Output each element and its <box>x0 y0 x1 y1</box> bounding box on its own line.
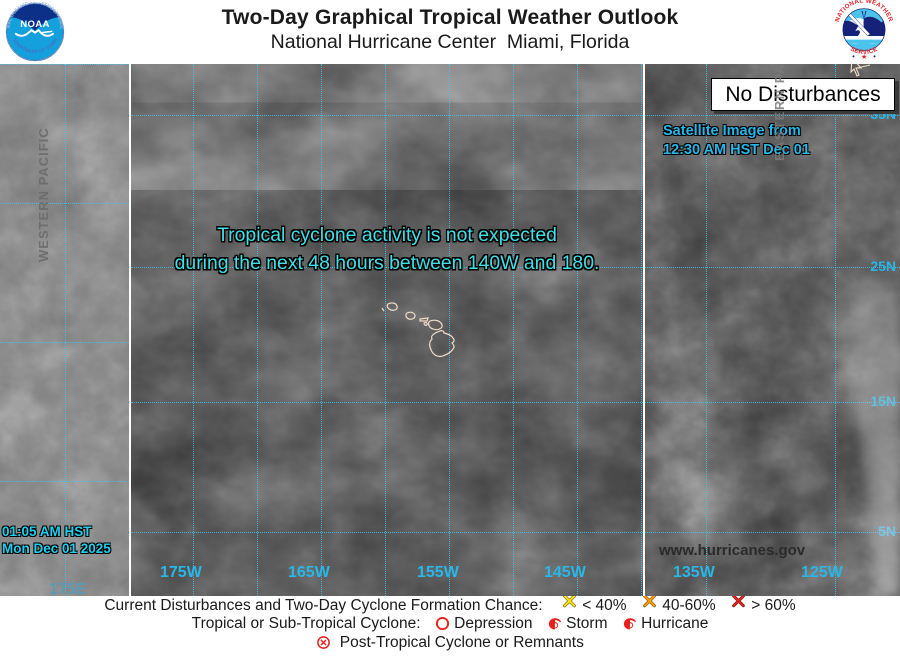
svg-text:★: ★ <box>861 53 867 61</box>
